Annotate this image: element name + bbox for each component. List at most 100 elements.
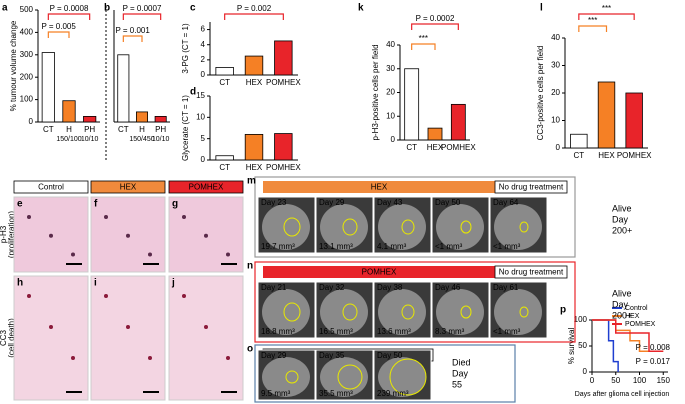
outcome-label: Alive — [612, 288, 632, 298]
p-value: P = 0.0008 — [50, 4, 89, 13]
bracket — [411, 23, 459, 30]
panel-letter: h — [17, 278, 23, 289]
p-value: P = 0.008 — [636, 343, 671, 352]
cell-marker — [104, 294, 108, 298]
y-axis-label: % survival — [567, 328, 576, 365]
day-label: Day 35 — [319, 351, 345, 360]
outcome-label: 200+ — [612, 310, 632, 320]
outcome-label: 200+ — [612, 225, 632, 235]
bracket — [47, 13, 91, 20]
panel-letter: a — [2, 3, 8, 14]
p-value: P = 0.017 — [636, 357, 671, 366]
column-header-text: HEX — [120, 183, 137, 192]
brain — [378, 357, 426, 397]
outcome-label: Alive — [612, 203, 632, 213]
row-label: CC3 — [0, 329, 8, 346]
volume-label: 239 mm³ — [377, 389, 409, 398]
panel-letter: m — [247, 176, 256, 187]
cell-marker — [104, 215, 108, 219]
x-tick-label: PH — [84, 125, 95, 134]
p-value: P = 0.002 — [237, 4, 272, 13]
panel-letter: l — [540, 3, 543, 14]
y-tick-label: 100 — [20, 95, 34, 104]
y-tick-label: 0 — [391, 135, 396, 144]
histology-image — [168, 275, 244, 401]
x-tick-label: POMHEX — [266, 163, 301, 172]
volume-label: 19.7 mm³ — [261, 242, 295, 251]
volume-label: 18.8 mm³ — [261, 327, 295, 336]
cell-marker — [49, 325, 53, 329]
column-header — [90, 180, 166, 194]
histology-image — [90, 196, 166, 273]
y-axis-label: 3-PG (CT = 1) — [181, 23, 190, 74]
cell-marker — [204, 325, 208, 329]
y-tick-label: 0 — [201, 70, 206, 79]
y-tick-label: 0 — [29, 117, 34, 126]
y-tick-label: 2 — [201, 55, 206, 64]
cell-marker — [71, 356, 75, 360]
x-tick-label: HEX — [427, 143, 444, 152]
x-axis-label: Days after glioma cell injection — [575, 391, 670, 398]
x-tick-label: H — [139, 125, 145, 134]
no-treatment-label: No drug treatment — [499, 183, 564, 192]
bracket — [122, 13, 162, 20]
y-tick-label: 30 — [551, 61, 560, 70]
volume-label: <1 mm³ — [493, 242, 521, 251]
volume-label: <1 mm³ — [493, 327, 521, 336]
x-tick-sublabel: 150/100 — [56, 136, 81, 143]
panel-letter: p — [560, 305, 566, 316]
y-tick-label: 0 — [201, 155, 206, 164]
histology-image — [90, 275, 166, 401]
y-tick-label: 0 — [583, 367, 588, 376]
cell-marker — [148, 252, 152, 257]
bar — [83, 116, 97, 123]
column-header — [13, 180, 89, 194]
tumour-outline — [519, 306, 529, 318]
row-label: (proliferation) — [7, 211, 16, 258]
column-header-text: POMHEX — [189, 183, 224, 192]
mri-frame — [254, 261, 576, 343]
p-value: P = 0.0002 — [416, 14, 455, 23]
outcome-label: 55 — [452, 379, 462, 389]
bar — [597, 81, 616, 149]
volume-label: 35.5 mm³ — [319, 389, 353, 398]
day-label: Day 38 — [377, 283, 403, 292]
y-tick-label: 100 — [574, 315, 588, 324]
no-treatment-bar — [494, 265, 568, 279]
bar — [117, 54, 130, 123]
y-tick-label: 5 — [201, 134, 206, 143]
tumour-outline — [401, 304, 415, 320]
panel-letter: o — [247, 344, 253, 355]
panel-letter: b — [104, 3, 110, 14]
y-tick-label: 10 — [551, 116, 560, 125]
panel-letter: d — [190, 87, 196, 98]
panel-letter: k — [358, 3, 364, 14]
y-tick-label: 50 — [578, 341, 587, 350]
bar — [570, 133, 588, 149]
bar — [154, 116, 167, 123]
day-label: Day 61 — [493, 283, 519, 292]
x-tick-label: POMHEX — [617, 151, 652, 160]
panel-letter: i — [94, 278, 97, 289]
panel-letter: g — [172, 199, 178, 210]
y-tick-label: 20 — [551, 88, 560, 97]
day-label: Day 43 — [377, 198, 403, 207]
tumour-outline — [342, 303, 358, 321]
bar — [274, 133, 293, 161]
no-treatment-label: No drug treatment — [499, 268, 564, 277]
brain — [262, 289, 310, 335]
tumour-outline — [401, 219, 415, 235]
tumour-outline — [342, 218, 358, 236]
y-axis-label: CC3-positive cells per field — [536, 46, 545, 141]
brain — [494, 289, 542, 335]
y-tick-label: 20 — [386, 88, 395, 97]
outcome-label: Day — [452, 368, 469, 378]
x-tick-label: 50 — [611, 376, 620, 385]
p-value: *** — [602, 4, 611, 13]
cell-marker — [71, 252, 75, 257]
brain — [436, 204, 484, 250]
y-tick-label: 400 — [20, 28, 34, 37]
cell-marker — [126, 233, 130, 238]
y-axis-label: Glycerate (CT = 1) — [181, 95, 190, 161]
bracket — [224, 13, 284, 20]
